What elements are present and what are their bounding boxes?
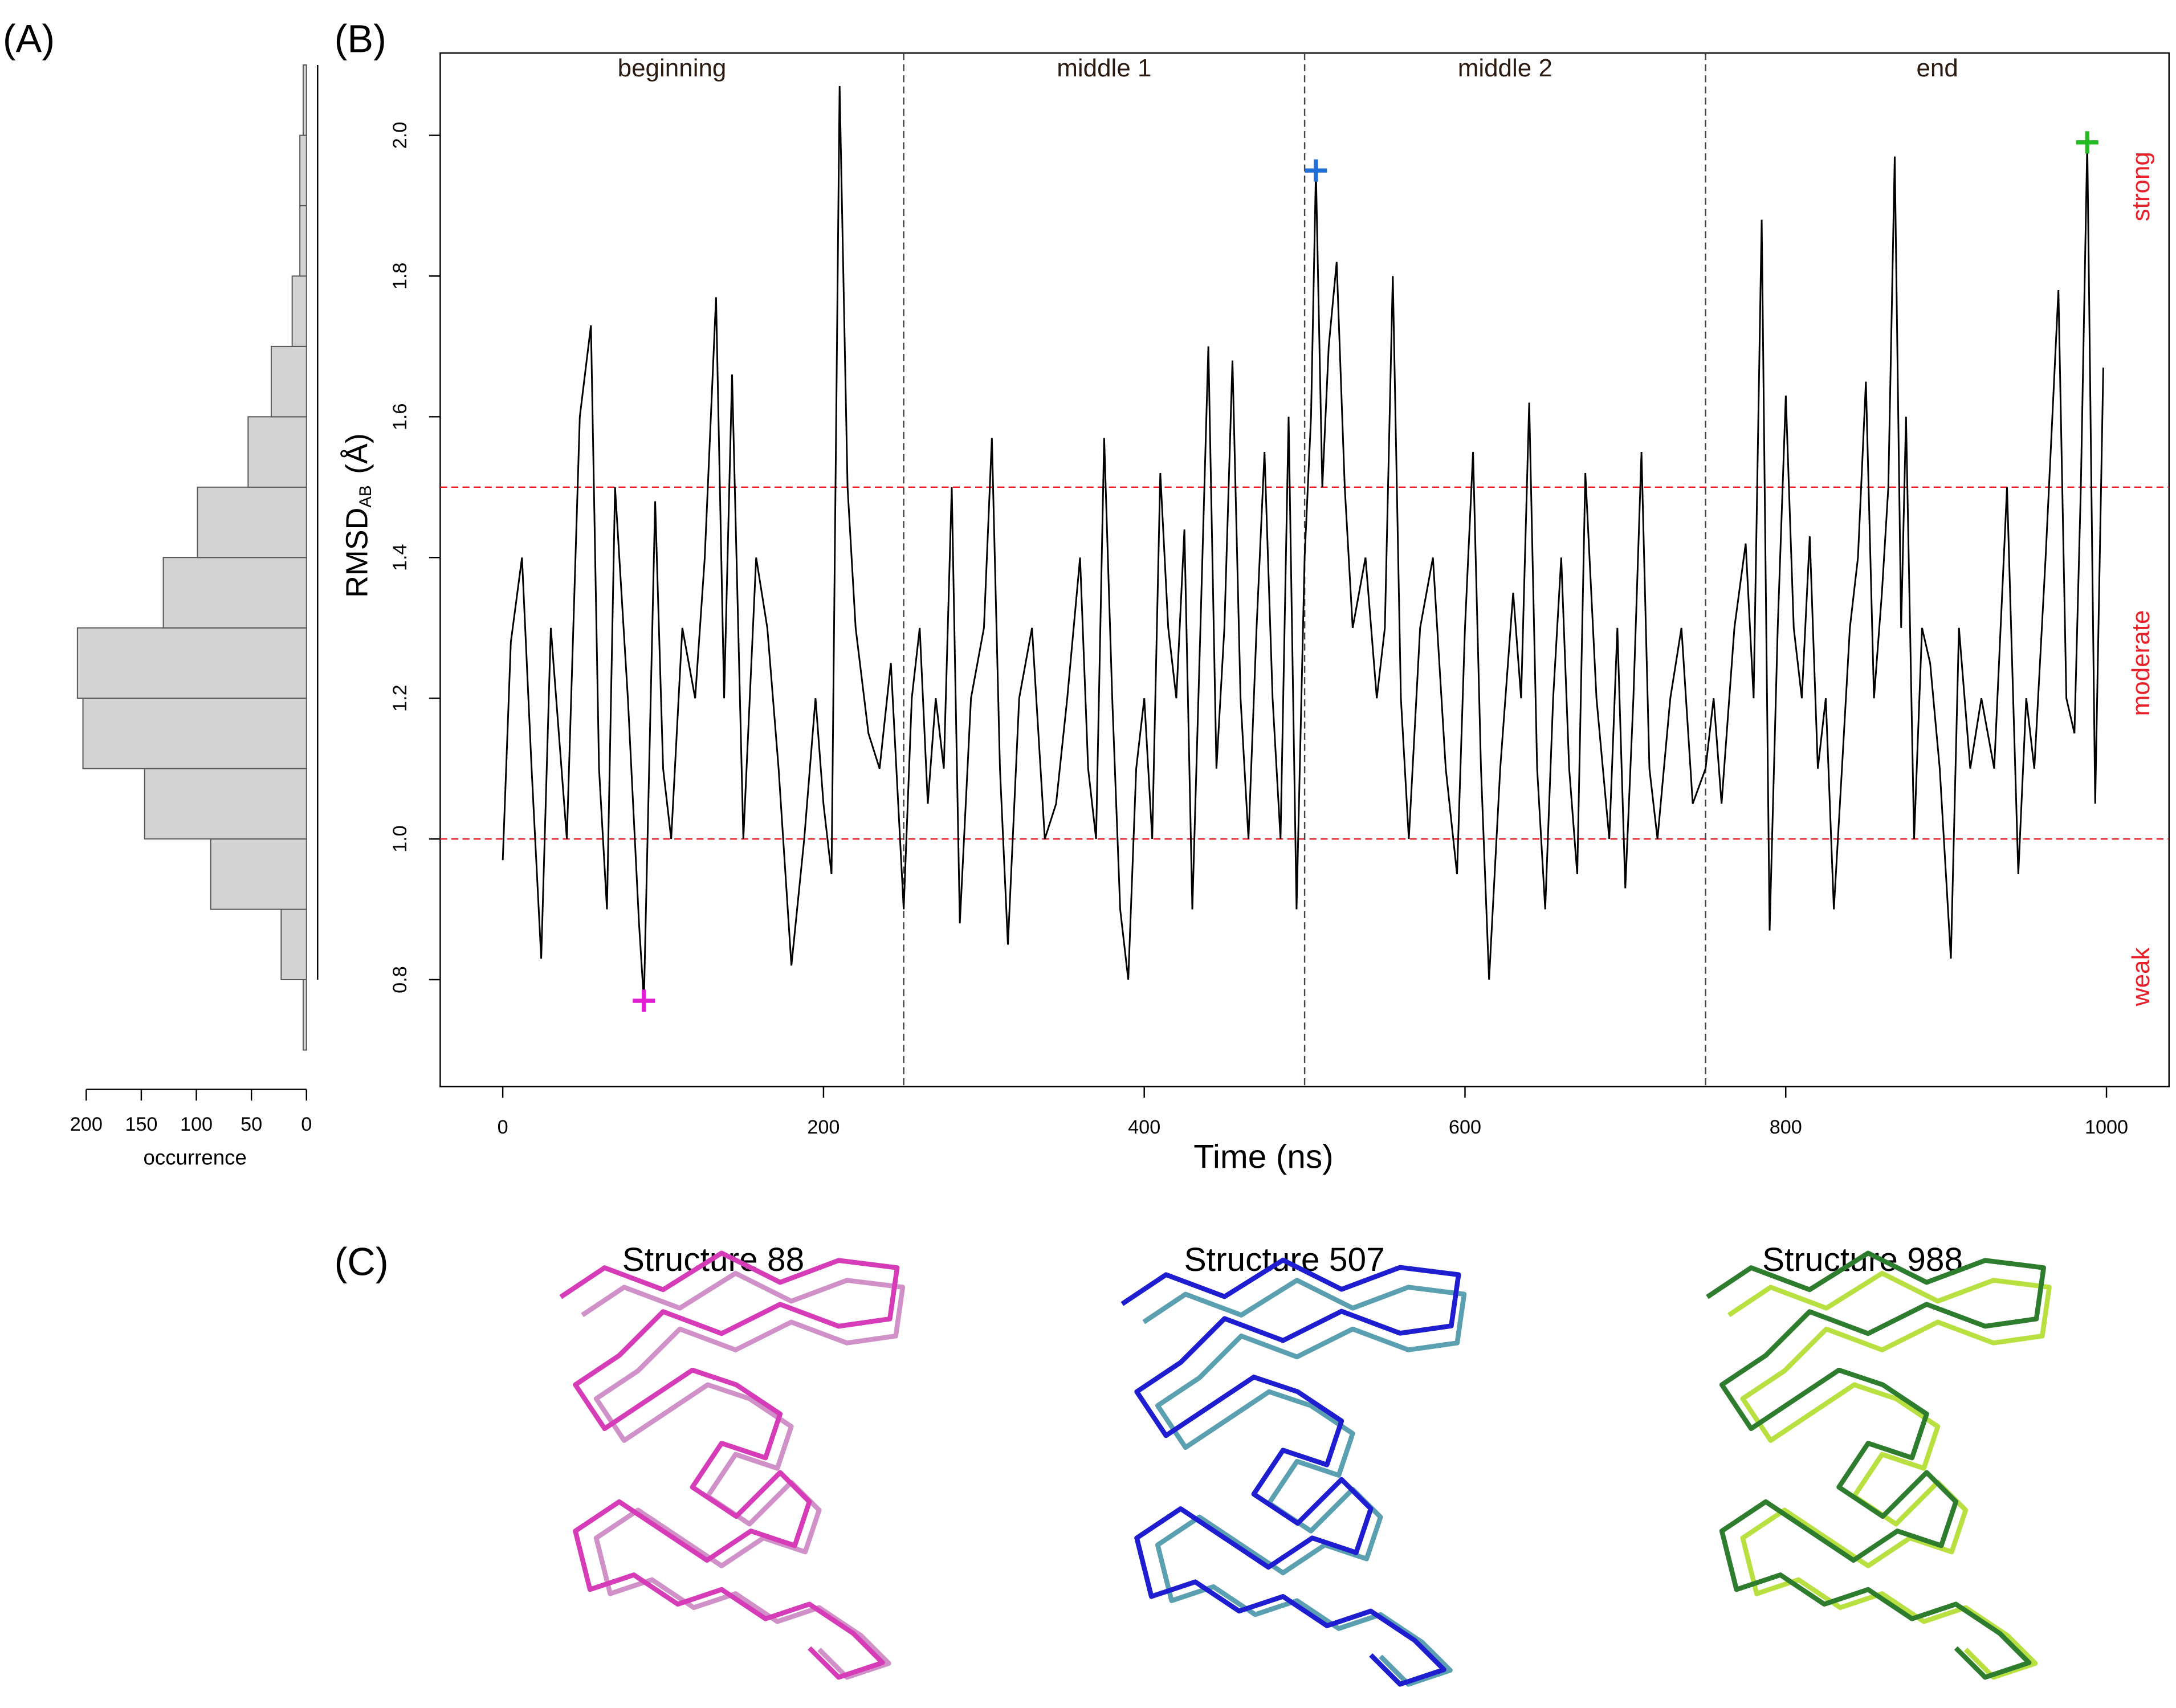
x-axis-label: occurrence: [144, 1146, 247, 1169]
histogram-bar: [302, 64, 307, 136]
x-tick-label: 100: [180, 1114, 213, 1135]
y-axis-label-unit: (Å): [340, 433, 374, 474]
histogram-bar: [197, 486, 307, 559]
x-axis-label: Time (ns): [1193, 1138, 1333, 1175]
histogram-bar: [247, 416, 307, 488]
y-axis-label: RMSDAB (Å): [340, 433, 375, 598]
rmsd-line: [502, 85, 2104, 1001]
x-tick-label: 50: [241, 1114, 262, 1135]
histogram-bar: [210, 838, 307, 910]
structure-marker: [1305, 159, 1327, 182]
histogram-bar: [270, 345, 307, 418]
x-tick-label: 200: [70, 1114, 103, 1135]
structure-marker: [2076, 131, 2098, 154]
histogram-bar: [299, 205, 307, 277]
histogram-bar: [302, 979, 307, 1051]
y-tick-label: 1.6: [389, 403, 411, 431]
protein-trace: [1120, 1257, 1461, 1687]
region-label: strong: [2127, 152, 2155, 221]
histogram-bar: [144, 768, 307, 840]
protein-trace: [1142, 1278, 1467, 1687]
y-axis-label-main: RMSD: [340, 508, 374, 598]
y-tick-label: 1.8: [389, 263, 411, 290]
section-label: middle 2: [1458, 54, 1552, 82]
histogram-bar: [76, 627, 307, 699]
region-label: moderate: [2127, 610, 2155, 716]
structure-title: Structure 988: [1762, 1241, 1963, 1278]
histogram-bar: [299, 134, 307, 206]
region-label: weak: [2127, 947, 2155, 1007]
x-tick-label: 1000: [2085, 1116, 2128, 1138]
section-label: beginning: [618, 54, 727, 82]
x-tick-label: 0: [301, 1114, 312, 1135]
x-tick-label: 200: [807, 1116, 840, 1138]
y-tick-label: 1.4: [389, 544, 411, 571]
histogram-bar: [280, 908, 307, 981]
section-label: end: [1916, 54, 1958, 82]
histogram-bar: [82, 698, 307, 769]
x-tick-label: 800: [1770, 1116, 1802, 1138]
protein-trace: [1727, 1270, 2052, 1680]
x-tick-label: 150: [125, 1114, 157, 1135]
y-tick-label: 2.0: [389, 122, 411, 149]
y-tick-label: 1.0: [389, 825, 411, 853]
panel-label: (C): [335, 1240, 389, 1284]
histogram-bar: [291, 275, 307, 347]
protein-trace: [1706, 1250, 2047, 1680]
x-tick-label: 0: [498, 1116, 508, 1138]
x-tick-label: 400: [1128, 1116, 1160, 1138]
structure-marker: [633, 989, 655, 1012]
histogram-bar: [162, 557, 307, 629]
y-tick-label: 1.2: [389, 684, 411, 712]
y-tick-label: 0.8: [389, 966, 411, 993]
panel-label: (A): [3, 17, 55, 61]
panel-label: (B): [335, 17, 386, 61]
section-label: middle 1: [1057, 54, 1151, 82]
x-tick-label: 600: [1449, 1116, 1481, 1138]
protein-trace: [581, 1270, 906, 1680]
y-axis-label-subscript: AB: [356, 485, 375, 507]
protein-trace: [559, 1250, 900, 1680]
